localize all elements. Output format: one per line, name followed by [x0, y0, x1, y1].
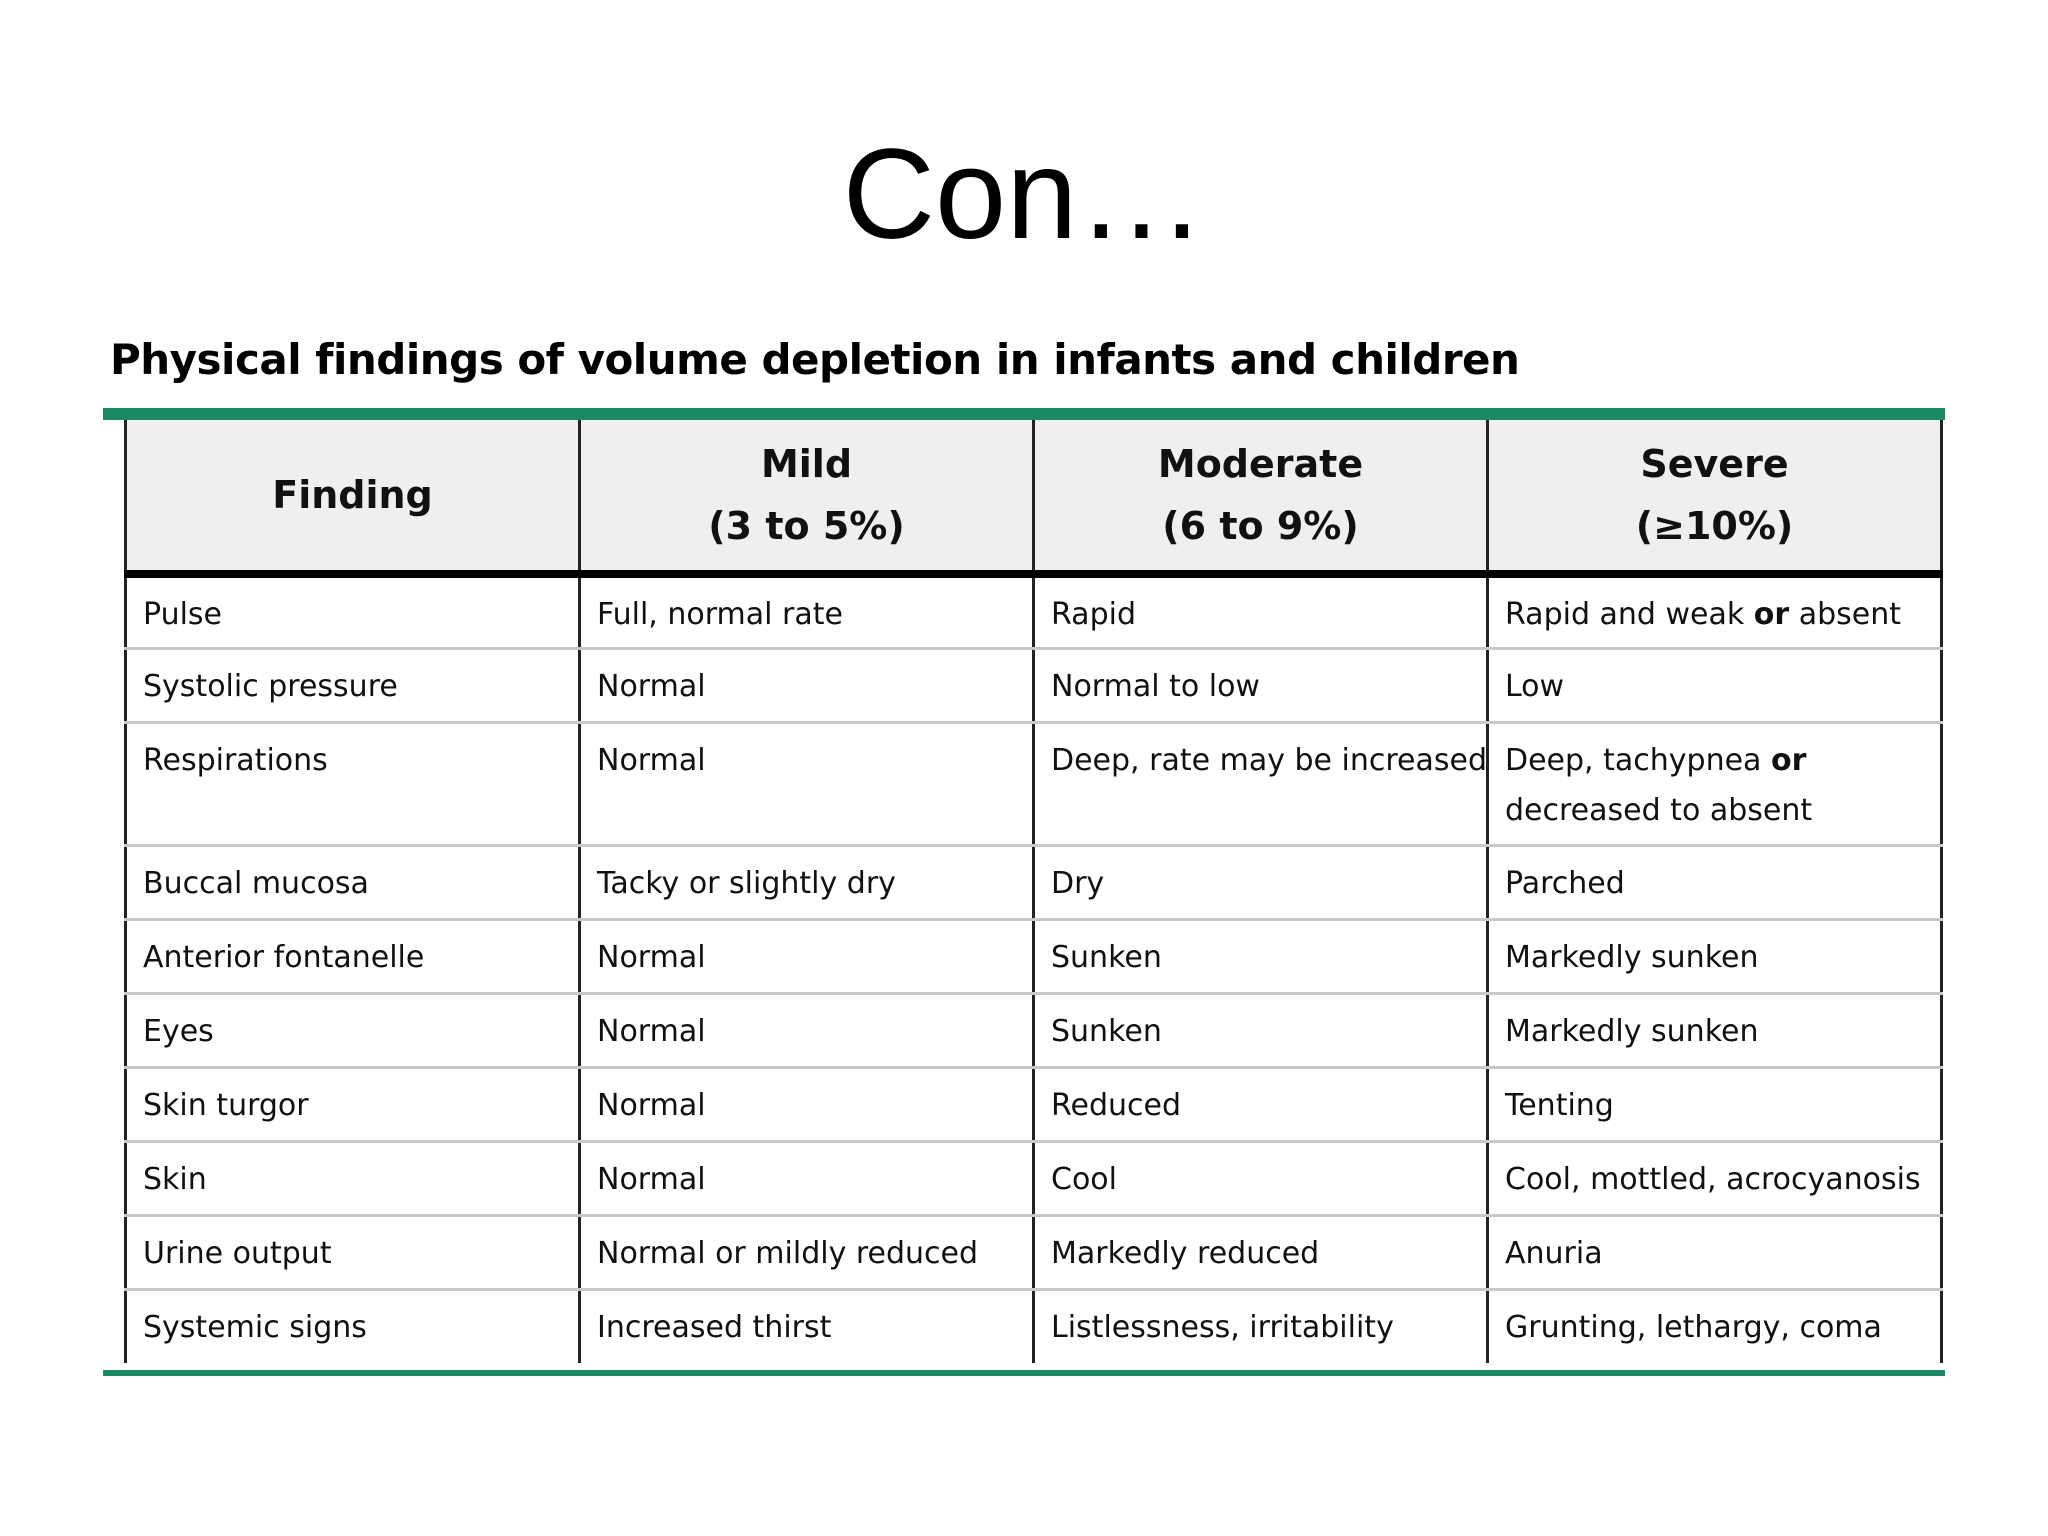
- cell-finding: Respirations: [124, 722, 581, 847]
- cell-moderate: Sunken: [1032, 993, 1489, 1069]
- table-row: Eyes Normal Sunken Markedly sunken: [124, 993, 1943, 1069]
- cell-finding: Anterior fontanelle: [124, 919, 581, 995]
- table-row: Skin Normal Cool Cool, mottled, acrocyan…: [124, 1141, 1943, 1217]
- findings-table: Finding Mild (3 to 5%) Moderate (6 to 9%…: [124, 420, 1943, 1363]
- table-row: Urine output Normal or mildly reduced Ma…: [124, 1215, 1943, 1291]
- cell-mild: Normal or mildly reduced: [578, 1215, 1035, 1291]
- table-caption: Physical findings of volume depletion in…: [110, 335, 1520, 384]
- table-top-rule: [103, 408, 1945, 420]
- cell-moderate: Deep, rate may be increased: [1032, 722, 1489, 847]
- severe-text: Markedly sunken: [1505, 1013, 1759, 1049]
- severe-text: Rapid and weak: [1505, 597, 1754, 632]
- header-label: Moderate: [1157, 442, 1364, 486]
- table-row: Systolic pressure Normal Normal to low L…: [124, 648, 1943, 724]
- severe-text: Grunting, lethargy, coma: [1505, 1309, 1882, 1345]
- header-label: Finding: [272, 473, 433, 517]
- cell-moderate: Cool: [1032, 1141, 1489, 1217]
- cell-finding: Eyes: [124, 993, 581, 1069]
- cell-finding: Pulse: [124, 574, 581, 650]
- cell-severe: Anuria: [1486, 1215, 1943, 1291]
- header-range: (6 to 9%): [1162, 504, 1359, 548]
- cell-severe: Low: [1486, 648, 1943, 724]
- severe-text: Cool, mottled, acrocyanosis: [1505, 1161, 1921, 1197]
- severe-text: Parched: [1505, 865, 1625, 901]
- cell-mild: Increased thirst: [578, 1289, 1035, 1363]
- header-label: Severe: [1640, 442, 1789, 486]
- cell-severe: Markedly sunken: [1486, 919, 1943, 995]
- table-row: Buccal mucosa Tacky or slightly dry Dry …: [124, 845, 1943, 921]
- table-row: Respirations Normal Deep, rate may be in…: [124, 722, 1943, 847]
- cell-finding: Buccal mucosa: [124, 845, 581, 921]
- cell-mild: Normal: [578, 648, 1035, 724]
- cell-mild: Tacky or slightly dry: [578, 845, 1035, 921]
- severe-text: Deep, tachypnea: [1505, 742, 1771, 778]
- severe-text: decreased to absent: [1505, 792, 1813, 828]
- cell-moderate: Listlessness, irritability: [1032, 1289, 1489, 1363]
- cell-mild: Normal: [578, 919, 1035, 995]
- header-finding: Finding: [124, 420, 581, 578]
- header-range: (≥10%): [1635, 504, 1794, 548]
- cell-severe: Parched: [1486, 845, 1943, 921]
- cell-severe: Markedly sunken: [1486, 993, 1943, 1069]
- cell-moderate: Reduced: [1032, 1067, 1489, 1143]
- cell-moderate: Dry: [1032, 845, 1489, 921]
- cell-finding: Skin turgor: [124, 1067, 581, 1143]
- slide-title: Con…: [842, 123, 1206, 266]
- cell-severe: Cool, mottled, acrocyanosis: [1486, 1141, 1943, 1217]
- table-row: Skin turgor Normal Reduced Tenting: [124, 1067, 1943, 1143]
- cell-moderate: Sunken: [1032, 919, 1489, 995]
- cell-finding: Urine output: [124, 1215, 581, 1291]
- severe-text: Low: [1505, 668, 1565, 704]
- table-row: Anterior fontanelle Normal Sunken Marked…: [124, 919, 1943, 995]
- header-range: (3 to 5%): [708, 504, 905, 548]
- cell-finding: Systolic pressure: [124, 648, 581, 724]
- cell-mild: Normal: [578, 993, 1035, 1069]
- header-mild: Mild (3 to 5%): [578, 420, 1035, 578]
- cell-moderate: Rapid: [1032, 574, 1489, 650]
- table-row: Systemic signs Increased thirst Listless…: [124, 1289, 1943, 1363]
- cell-severe: Grunting, lethargy, coma: [1486, 1289, 1943, 1363]
- header-severe: Severe (≥10%): [1486, 420, 1943, 578]
- table-bottom-rule: [103, 1370, 1945, 1376]
- severe-text: Anuria: [1505, 1235, 1603, 1271]
- cell-finding: Systemic signs: [124, 1289, 581, 1363]
- cell-severe: Tenting: [1486, 1067, 1943, 1143]
- severe-emphasis: or: [1770, 742, 1807, 778]
- table-row: Pulse Full, normal rate Rapid Rapid and …: [124, 574, 1943, 650]
- cell-mild: Normal: [578, 1067, 1035, 1143]
- cell-mild: Normal: [578, 1141, 1035, 1217]
- severe-text: absent: [1789, 597, 1902, 632]
- cell-mild: Full, normal rate: [578, 574, 1035, 650]
- cell-severe: Deep, tachypnea or decreased to absent: [1486, 722, 1943, 847]
- cell-mild: Normal: [578, 722, 1035, 847]
- cell-severe: Rapid and weak or absent: [1486, 574, 1943, 650]
- table-header-row: Finding Mild (3 to 5%) Moderate (6 to 9%…: [124, 420, 1943, 578]
- header-label: Mild: [760, 442, 853, 486]
- severe-text: Markedly sunken: [1505, 939, 1759, 975]
- cell-finding: Skin: [124, 1141, 581, 1217]
- header-moderate: Moderate (6 to 9%): [1032, 420, 1489, 578]
- cell-moderate: Normal to low: [1032, 648, 1489, 724]
- severe-text: Tenting: [1505, 1087, 1614, 1123]
- cell-moderate: Markedly reduced: [1032, 1215, 1489, 1291]
- severe-emphasis: or: [1753, 597, 1790, 632]
